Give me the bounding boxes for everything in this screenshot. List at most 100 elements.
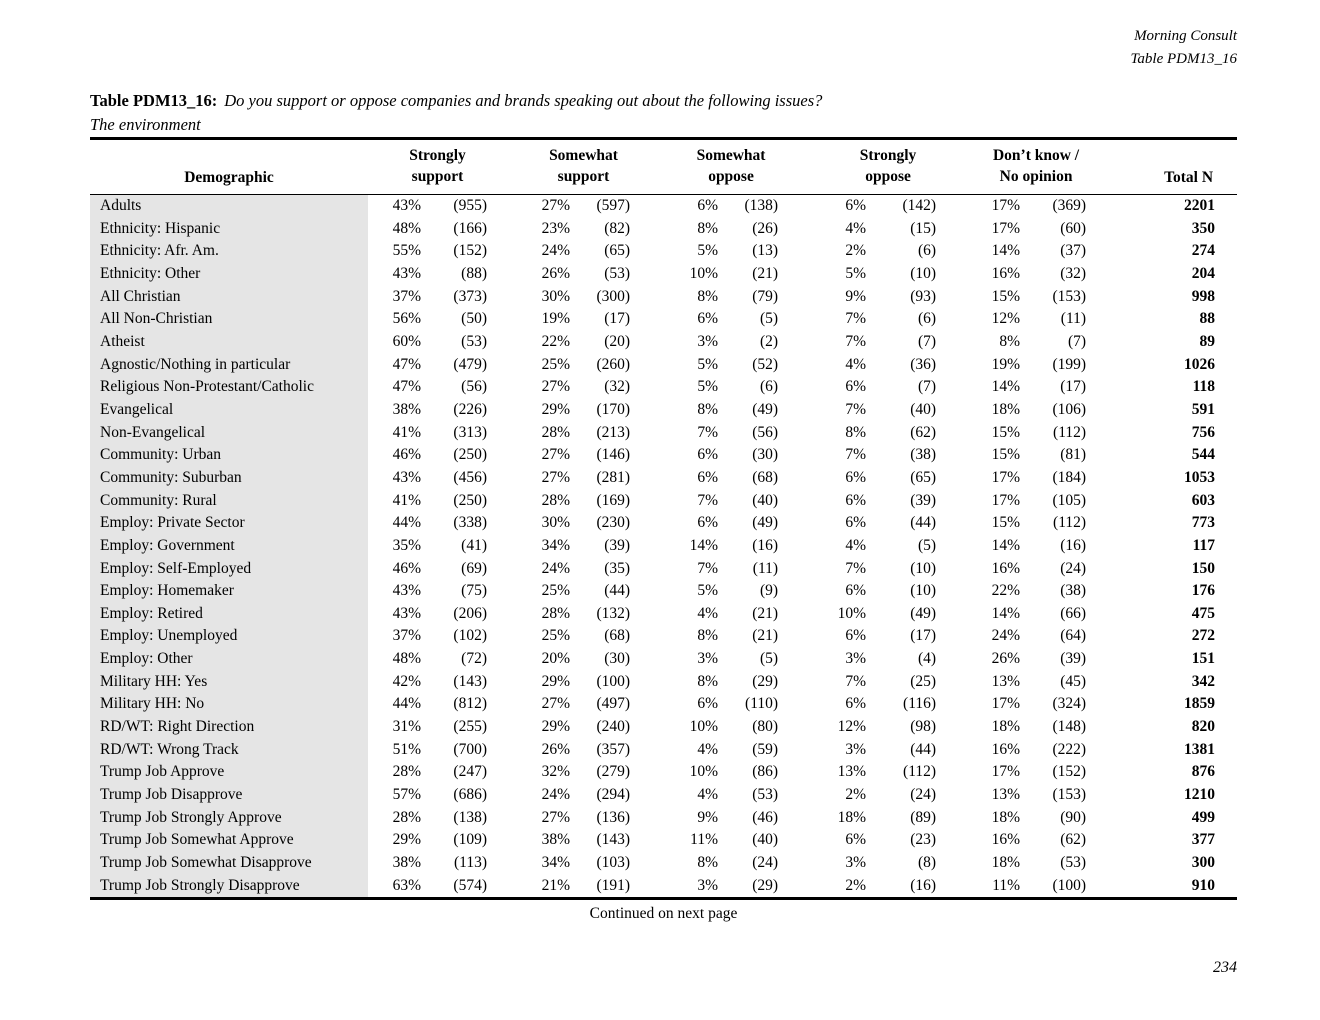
count-cell: (20) — [604, 332, 631, 350]
count-cell: (166) — [453, 219, 487, 237]
pct-cell: 13% — [837, 763, 867, 781]
table-row: Employ: Government 35% (41) 34% (39) 14%… — [90, 534, 1237, 558]
pct-cell: 14% — [991, 536, 1021, 554]
count-cell: (170) — [596, 400, 631, 418]
header-line-1: Don’t know / — [992, 147, 1080, 164]
pct-cell: 56% — [392, 310, 421, 328]
count-cell: (132) — [596, 604, 631, 622]
pct-cell: 9% — [845, 287, 867, 305]
count-cell: (16) — [752, 536, 779, 554]
header-line-1: Somewhat — [549, 147, 618, 164]
count-cell: (60) — [1060, 219, 1087, 237]
count-cell: (49) — [910, 604, 937, 622]
total-cell: 274 — [1191, 242, 1216, 260]
count-cell: (30) — [752, 446, 779, 464]
total-cell: 603 — [1191, 491, 1216, 509]
pct-cell: 46% — [392, 446, 421, 464]
pct-cell: 5% — [697, 582, 719, 600]
pct-cell: 9% — [697, 808, 719, 826]
count-cell: (64) — [1060, 627, 1087, 645]
count-cell: (10) — [910, 264, 937, 282]
pct-cell: 27% — [541, 695, 570, 713]
count-cell: (9) — [759, 582, 779, 600]
count-cell: (138) — [744, 197, 779, 214]
pct-cell: 3% — [845, 854, 867, 872]
count-cell: (116) — [903, 695, 937, 713]
count-cell: (26) — [752, 219, 779, 237]
total-cell: 1381 — [1184, 740, 1216, 758]
pct-cell: 44% — [392, 514, 421, 532]
pct-cell: 2% — [845, 876, 867, 894]
table-row: Employ: Other 48% (72) 20% (30) 3% (5) 3… — [90, 648, 1237, 671]
total-cell: 1026 — [1184, 355, 1216, 373]
count-cell: (7) — [917, 332, 937, 350]
table-row: Religious Non-Protestant/Catholic 47% (5… — [90, 376, 1237, 399]
pct-cell: 16% — [991, 559, 1021, 577]
count-cell: (324) — [1052, 695, 1087, 713]
total-cell: 820 — [1191, 718, 1216, 736]
total-cell: 475 — [1191, 604, 1216, 622]
pct-cell: 7% — [845, 310, 867, 328]
pct-cell: 23% — [541, 219, 570, 237]
pct-cell: 6% — [697, 695, 719, 713]
count-cell: (44) — [604, 582, 631, 600]
row-label: Employ: Government — [90, 534, 368, 558]
pct-cell: 42% — [392, 672, 421, 690]
table-row: Trump Job Strongly Disapprove 63% (574) … — [90, 874, 1237, 899]
pct-cell: 28% — [541, 423, 570, 441]
pct-cell: 27% — [541, 197, 570, 214]
table-row: Adults 43% (955) 27% (597) 6% (138) 6% (… — [90, 194, 1237, 218]
pct-cell: 26% — [991, 650, 1021, 668]
table-body: Adults 43% (955) 27% (597) 6% (138) 6% (… — [90, 194, 1237, 899]
count-cell: (143) — [596, 831, 631, 849]
count-cell: (6) — [917, 310, 937, 328]
pct-cell: 14% — [689, 536, 719, 554]
table-title-prefix: Table PDM13_16: — [90, 91, 218, 110]
column-header-somewhat-oppose: Somewhat oppose — [630, 139, 778, 195]
count-cell: (36) — [910, 355, 937, 373]
count-cell: (65) — [604, 242, 631, 260]
pct-cell: 2% — [845, 242, 867, 260]
pct-cell: 6% — [697, 197, 719, 214]
count-cell: (21) — [752, 604, 779, 622]
table-row: Non-Evangelical 41% (313) 28% (213) 7% (… — [90, 421, 1237, 445]
header-label: Total N — [1164, 169, 1214, 186]
count-cell: (103) — [596, 854, 631, 872]
count-cell: (75) — [461, 582, 487, 600]
pct-cell: 43% — [392, 582, 421, 600]
count-cell: (44) — [910, 514, 937, 532]
pct-cell: 2% — [845, 786, 867, 804]
pct-cell: 15% — [991, 514, 1021, 532]
count-cell: (250) — [453, 491, 487, 509]
pct-cell: 26% — [541, 740, 570, 758]
pct-cell: 11% — [992, 876, 1021, 894]
pct-cell: 13% — [991, 672, 1021, 690]
table-row: Trump Job Approve 28% (247) 32% (279) 10… — [90, 761, 1237, 785]
count-cell: (39) — [604, 536, 631, 554]
count-cell: (29) — [752, 672, 779, 690]
pct-cell: 7% — [845, 672, 867, 690]
total-cell: 910 — [1191, 876, 1216, 894]
row-label: Religious Non-Protestant/Catholic — [90, 376, 368, 399]
row-label: Ethnicity: Afr. Am. — [90, 240, 368, 263]
pct-cell: 43% — [392, 197, 421, 214]
count-cell: (40) — [752, 491, 779, 509]
table-reference: Table PDM13_16 — [1130, 51, 1237, 67]
count-cell: (294) — [596, 786, 631, 804]
count-cell: (30) — [604, 650, 631, 668]
row-label: Community: Urban — [90, 444, 368, 467]
count-cell: (17) — [910, 627, 937, 645]
count-cell: (142) — [902, 197, 937, 214]
count-cell: (102) — [453, 627, 487, 645]
pct-cell: 7% — [697, 491, 719, 509]
row-label: RD/WT: Wrong Track — [90, 738, 368, 762]
count-cell: (41) — [461, 536, 487, 554]
count-cell: (39) — [910, 491, 937, 509]
count-cell: (17) — [604, 310, 631, 328]
source-name: Morning Consult — [1134, 28, 1237, 44]
pct-cell: 7% — [845, 446, 867, 464]
count-cell: (62) — [910, 423, 937, 441]
pct-cell: 28% — [392, 763, 421, 781]
row-label: Trump Job Disapprove — [90, 784, 368, 807]
